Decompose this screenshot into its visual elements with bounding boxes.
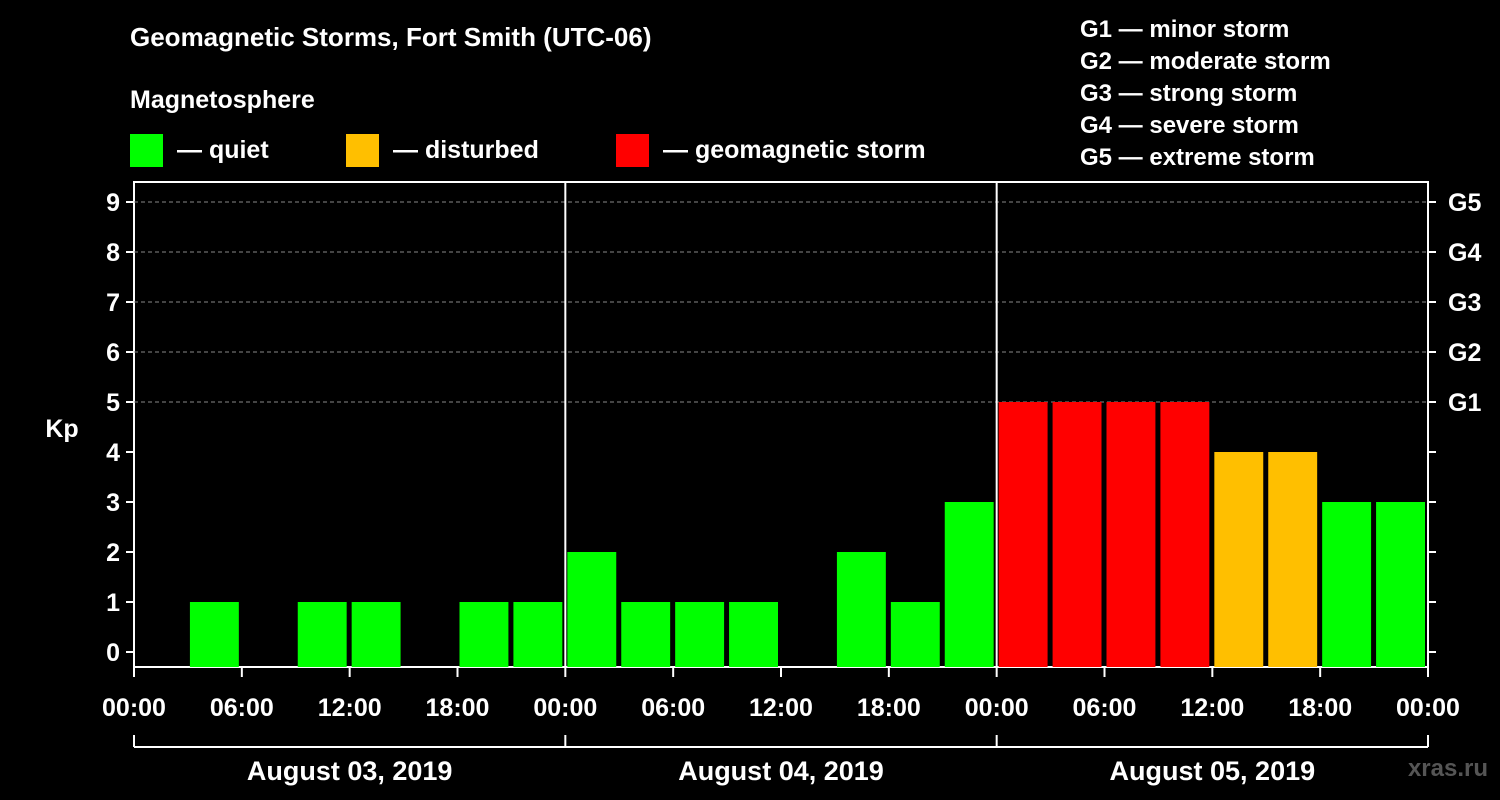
legend-label-storm: — geomagnetic storm [663, 135, 926, 164]
y-tick-label: 9 [106, 189, 120, 217]
kp-bar [459, 602, 509, 667]
x-tick-label: 18:00 [857, 694, 921, 722]
kp-bar [1322, 502, 1372, 667]
legend-swatch-quiet [130, 133, 163, 167]
kp-bar [890, 602, 940, 667]
kp-bar [567, 552, 617, 667]
x-tick-label: 12:00 [318, 694, 382, 722]
kp-bar [189, 602, 239, 667]
day-label: August 04, 2019 [678, 756, 884, 786]
kp-bar [836, 552, 886, 667]
x-tick-label: 12:00 [1180, 694, 1244, 722]
kp-bar [1214, 452, 1264, 667]
kp-bar [998, 402, 1048, 667]
g-level-label: G4 [1448, 239, 1481, 267]
x-tick-label: 18:00 [426, 694, 490, 722]
x-tick-label: 12:00 [749, 694, 813, 722]
x-tick-label: 00:00 [533, 694, 597, 722]
y-tick-label: 4 [106, 439, 120, 467]
legend-swatch-disturbed [346, 133, 379, 167]
chart-title: Geomagnetic Storms, Fort Smith (UTC-06) [130, 22, 652, 52]
legend-title: Magnetosphere [130, 86, 315, 114]
g-level-label: G2 [1448, 339, 1481, 367]
kp-bar [1106, 402, 1156, 667]
kp-bar [729, 602, 778, 667]
kp-bar [1268, 452, 1318, 667]
legend-item-disturbed: — disturbed [346, 133, 539, 167]
g-level-label: G1 [1448, 389, 1481, 417]
x-tick-label: 00:00 [102, 694, 166, 722]
y-tick-label: 2 [106, 539, 120, 567]
legend-swatch-storm [616, 133, 649, 167]
g-scale-item: G4 — severe storm [1080, 112, 1299, 139]
x-tick-label: 06:00 [641, 694, 705, 722]
day-label: August 05, 2019 [1110, 756, 1316, 786]
kp-bar [513, 602, 563, 667]
watermark: xras.ru [1407, 755, 1488, 782]
kp-bar [675, 602, 725, 667]
g-level-label: G5 [1448, 189, 1481, 217]
legend-label-disturbed: — disturbed [393, 135, 539, 164]
y-tick-label: 3 [106, 489, 120, 517]
kp-bar [1052, 402, 1102, 667]
x-tick-label: 00:00 [1396, 694, 1460, 722]
kp-bar [944, 502, 994, 667]
kp-bar [621, 602, 671, 667]
g-level-label: G3 [1448, 289, 1481, 317]
legend-item-storm: — geomagnetic storm [616, 133, 926, 167]
y-tick-label: 1 [106, 589, 120, 617]
y-tick-label: 8 [106, 239, 120, 267]
y-tick-label: 7 [106, 289, 120, 317]
kp-bar [1376, 502, 1425, 667]
y-tick-label: 5 [106, 389, 120, 417]
kp-bar [297, 602, 347, 667]
x-tick-label: 00:00 [965, 694, 1029, 722]
g-scale-legend: G1 — minor storm G2 — moderate storm G3 … [1080, 14, 1331, 174]
kp-bar [1160, 402, 1210, 667]
day-label: August 03, 2019 [247, 756, 453, 786]
legend-label-quiet: — quiet [177, 135, 269, 164]
g-scale-item: G1 — minor storm [1080, 16, 1290, 43]
x-tick-label: 18:00 [1288, 694, 1352, 722]
x-tick-label: 06:00 [1073, 694, 1137, 722]
g-scale-item: G2 — moderate storm [1080, 48, 1331, 75]
g-scale-item: G3 — strong storm [1080, 80, 1298, 107]
y-axis-label: Kp [45, 415, 78, 443]
y-tick-label: 0 [106, 639, 120, 667]
legend-item-quiet: — quiet [130, 133, 269, 167]
kp-bar [351, 602, 401, 667]
x-tick-label: 06:00 [210, 694, 274, 722]
y-tick-label: 6 [106, 339, 120, 367]
g-scale-item: G5 — extreme storm [1080, 144, 1315, 171]
